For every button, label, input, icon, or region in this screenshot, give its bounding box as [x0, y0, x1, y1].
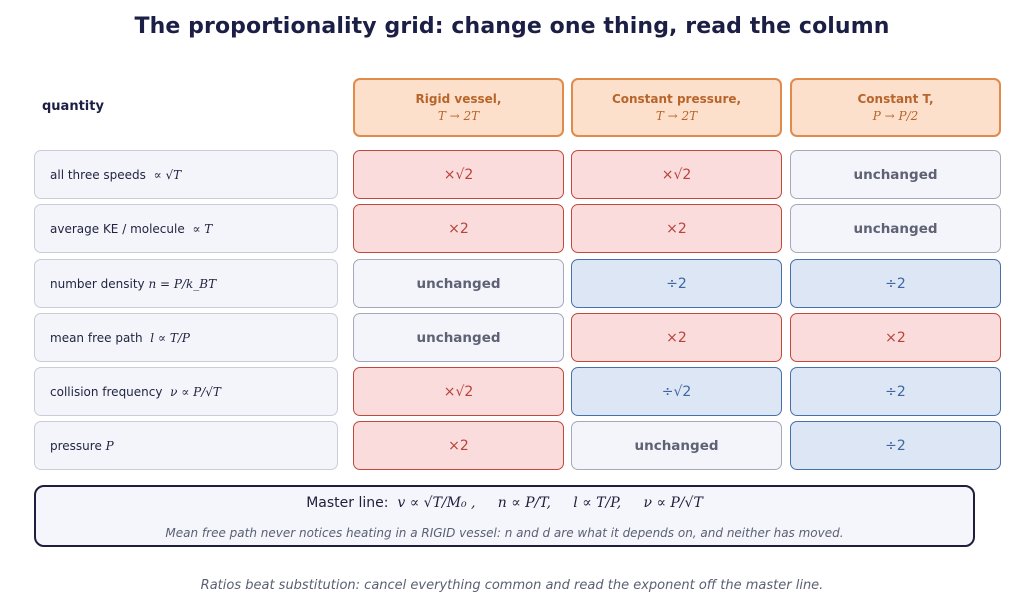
row-label-math: ∝ T: [192, 221, 213, 236]
column-header-constant-temperature: Constant T, P → P/2: [790, 78, 1001, 137]
master-line-note: Mean free path never notices heating in …: [165, 526, 844, 540]
master-eq-speed: v ∝ √T/M₀ ,: [397, 495, 476, 511]
column-header-change: T → 2T: [437, 108, 480, 123]
grid-cell: ×2: [571, 313, 782, 362]
row-label-text: average KE / molecule: [50, 221, 185, 236]
master-eq-collision-frequency: ν ∝ P/√T: [643, 495, 703, 511]
grid-cell: ×√2: [353, 367, 564, 416]
master-eq-mean-free-path: l ∝ T/P,: [573, 495, 622, 511]
page-title: The proportionality grid: change one thi…: [134, 14, 890, 39]
grid-cell: ÷2: [790, 421, 1001, 470]
grid-cell: unchanged: [353, 313, 564, 362]
master-eq-density: n ∝ P/T,: [497, 495, 552, 511]
row-label-math: P: [105, 438, 114, 453]
master-line-label: Master line:: [306, 495, 389, 511]
grid-cell: ×√2: [353, 150, 564, 199]
row-label-text: collision frequency: [50, 384, 163, 399]
quantity-column-header: quantity: [42, 99, 104, 114]
grid-cell: unchanged: [790, 150, 1001, 199]
column-header-title: Constant T,: [857, 91, 934, 106]
column-header-change: P → P/2: [872, 108, 919, 123]
grid-cell: ×2: [353, 204, 564, 253]
row-label-collision-frequency: collision frequency ν ∝ P/√T: [34, 367, 338, 416]
row-label-math: ν ∝ P/√T: [170, 384, 221, 399]
grid-cell: ×2: [571, 204, 782, 253]
master-line-equations: Master line: v ∝ √T/M₀ , n ∝ P/T, l ∝ T/…: [36, 495, 973, 511]
column-header-title: Rigid vessel,: [415, 91, 502, 106]
row-label-math: n = P/k_BT: [148, 276, 217, 291]
grid-cell: unchanged: [571, 421, 782, 470]
row-label-number-density: number density n = P/k_BT: [34, 259, 338, 308]
row-label-text: pressure: [50, 438, 102, 453]
row-label-text: all three speeds: [50, 167, 146, 182]
grid-cell: unchanged: [790, 204, 1001, 253]
row-label-mean-free-path: mean free path l ∝ T/P: [34, 313, 338, 362]
grid-cell: ×2: [353, 421, 564, 470]
footer-note: Ratios beat substitution: cancel everyth…: [200, 578, 824, 593]
grid-cell: ÷2: [790, 259, 1001, 308]
column-header-constant-pressure: Constant pressure, T → 2T: [571, 78, 782, 137]
row-label-pressure: pressure P: [34, 421, 338, 470]
grid-cell: unchanged: [353, 259, 564, 308]
grid-cell: ÷√2: [571, 367, 782, 416]
grid-cell: ×√2: [571, 150, 782, 199]
row-label-kinetic-energy: average KE / molecule ∝ T: [34, 204, 338, 253]
master-line-box: Master line: v ∝ √T/M₀ , n ∝ P/T, l ∝ T/…: [34, 485, 975, 547]
row-label-speeds: all three speeds ∝ √T: [34, 150, 338, 199]
row-label-math: ∝ √T: [153, 167, 182, 182]
row-label-text: number density: [50, 276, 145, 291]
grid-cell: ÷2: [790, 367, 1001, 416]
row-label-math: l ∝ T/P: [150, 330, 190, 345]
column-header-change: T → 2T: [655, 108, 698, 123]
column-header-rigid-vessel: Rigid vessel, T → 2T: [353, 78, 564, 137]
column-header-title: Constant pressure,: [611, 91, 742, 106]
row-label-text: mean free path: [50, 330, 143, 345]
grid-cell: ×2: [790, 313, 1001, 362]
grid-cell: ÷2: [571, 259, 782, 308]
